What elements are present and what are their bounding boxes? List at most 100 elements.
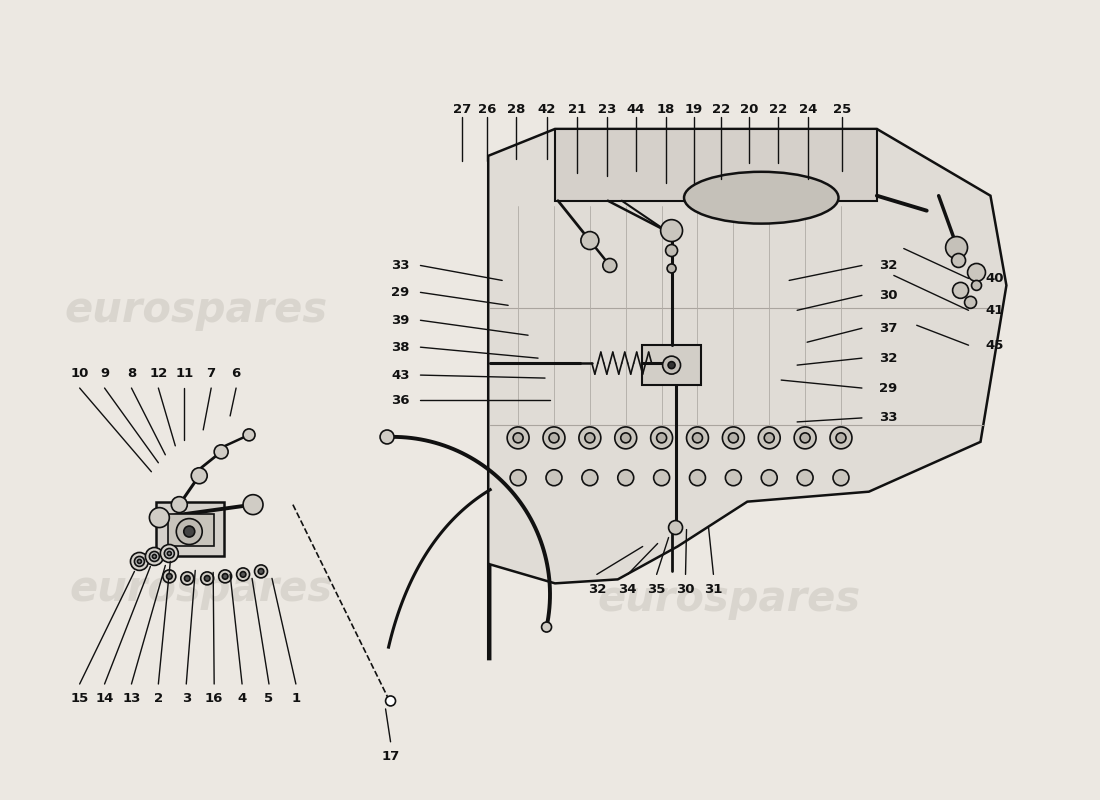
Circle shape bbox=[200, 572, 213, 585]
Text: 11: 11 bbox=[175, 366, 194, 379]
Text: 1: 1 bbox=[292, 693, 300, 706]
Text: 39: 39 bbox=[392, 314, 409, 326]
Text: 15: 15 bbox=[70, 693, 89, 706]
Circle shape bbox=[667, 264, 676, 273]
Text: 22: 22 bbox=[769, 102, 788, 115]
Circle shape bbox=[758, 427, 780, 449]
Circle shape bbox=[668, 362, 675, 369]
Circle shape bbox=[690, 470, 705, 486]
Text: 14: 14 bbox=[96, 693, 113, 706]
Circle shape bbox=[836, 433, 846, 443]
Circle shape bbox=[653, 470, 670, 486]
Text: 38: 38 bbox=[390, 341, 409, 354]
Circle shape bbox=[669, 521, 682, 534]
Circle shape bbox=[725, 470, 741, 486]
Circle shape bbox=[794, 427, 816, 449]
Circle shape bbox=[618, 470, 634, 486]
Bar bbox=[168, 514, 214, 546]
Polygon shape bbox=[488, 129, 1006, 659]
Text: 41: 41 bbox=[986, 304, 1004, 317]
Circle shape bbox=[582, 470, 597, 486]
Text: 42: 42 bbox=[538, 102, 557, 115]
Text: 22: 22 bbox=[713, 102, 730, 115]
Text: eurospares: eurospares bbox=[69, 568, 333, 610]
Text: 21: 21 bbox=[568, 102, 586, 115]
Text: 32: 32 bbox=[879, 352, 898, 365]
Circle shape bbox=[666, 245, 678, 257]
Circle shape bbox=[381, 430, 394, 444]
Circle shape bbox=[138, 559, 142, 563]
Text: 8: 8 bbox=[126, 366, 136, 379]
Circle shape bbox=[946, 237, 968, 258]
Circle shape bbox=[258, 569, 264, 574]
Circle shape bbox=[798, 470, 813, 486]
Circle shape bbox=[166, 574, 172, 579]
Text: 10: 10 bbox=[70, 366, 89, 379]
Text: 44: 44 bbox=[627, 102, 645, 115]
Text: 2: 2 bbox=[154, 693, 163, 706]
Circle shape bbox=[131, 553, 149, 570]
Circle shape bbox=[693, 433, 703, 443]
Circle shape bbox=[953, 282, 968, 298]
Text: 31: 31 bbox=[704, 583, 723, 596]
Text: 33: 33 bbox=[879, 411, 898, 425]
Text: 45: 45 bbox=[986, 338, 1004, 352]
Circle shape bbox=[761, 470, 778, 486]
Circle shape bbox=[800, 433, 810, 443]
Text: 19: 19 bbox=[684, 102, 703, 115]
Text: 16: 16 bbox=[205, 693, 223, 706]
Circle shape bbox=[254, 565, 267, 578]
Circle shape bbox=[661, 220, 682, 242]
Text: 20: 20 bbox=[740, 102, 759, 115]
Circle shape bbox=[657, 433, 667, 443]
Text: 37: 37 bbox=[879, 322, 898, 334]
Text: 33: 33 bbox=[390, 259, 409, 272]
Text: 30: 30 bbox=[879, 289, 898, 302]
Circle shape bbox=[513, 433, 524, 443]
Text: eurospares: eurospares bbox=[597, 578, 861, 620]
Text: eurospares: eurospares bbox=[597, 290, 861, 331]
Circle shape bbox=[214, 445, 228, 458]
Text: 17: 17 bbox=[382, 750, 399, 763]
Circle shape bbox=[965, 296, 977, 308]
Text: 23: 23 bbox=[597, 102, 616, 115]
Text: 13: 13 bbox=[122, 693, 141, 706]
Circle shape bbox=[728, 433, 738, 443]
Text: 28: 28 bbox=[507, 102, 526, 115]
Circle shape bbox=[153, 554, 156, 558]
Bar bbox=[641, 345, 702, 385]
Circle shape bbox=[184, 526, 195, 537]
Text: 30: 30 bbox=[676, 583, 695, 596]
Text: 29: 29 bbox=[879, 382, 898, 394]
Circle shape bbox=[164, 549, 174, 558]
Text: 32: 32 bbox=[879, 259, 898, 272]
Text: 29: 29 bbox=[392, 286, 409, 299]
Polygon shape bbox=[556, 129, 877, 201]
Text: 35: 35 bbox=[648, 583, 666, 596]
Circle shape bbox=[585, 433, 595, 443]
Circle shape bbox=[161, 545, 178, 562]
Circle shape bbox=[650, 427, 672, 449]
Circle shape bbox=[236, 568, 250, 581]
Circle shape bbox=[723, 427, 745, 449]
Circle shape bbox=[968, 263, 986, 282]
Circle shape bbox=[764, 433, 774, 443]
Circle shape bbox=[150, 508, 169, 527]
Ellipse shape bbox=[684, 172, 838, 224]
Circle shape bbox=[240, 572, 246, 577]
Text: 27: 27 bbox=[453, 102, 472, 115]
Text: 32: 32 bbox=[587, 583, 606, 596]
Circle shape bbox=[185, 575, 190, 581]
Circle shape bbox=[219, 570, 232, 583]
Circle shape bbox=[579, 427, 601, 449]
Text: 25: 25 bbox=[833, 102, 851, 115]
Text: 34: 34 bbox=[618, 583, 637, 596]
Text: 43: 43 bbox=[390, 369, 409, 382]
Text: 12: 12 bbox=[150, 366, 167, 379]
Text: 24: 24 bbox=[799, 102, 817, 115]
Circle shape bbox=[581, 231, 598, 250]
Circle shape bbox=[543, 427, 565, 449]
Circle shape bbox=[541, 622, 551, 632]
Circle shape bbox=[222, 574, 228, 579]
Text: 7: 7 bbox=[207, 366, 216, 379]
